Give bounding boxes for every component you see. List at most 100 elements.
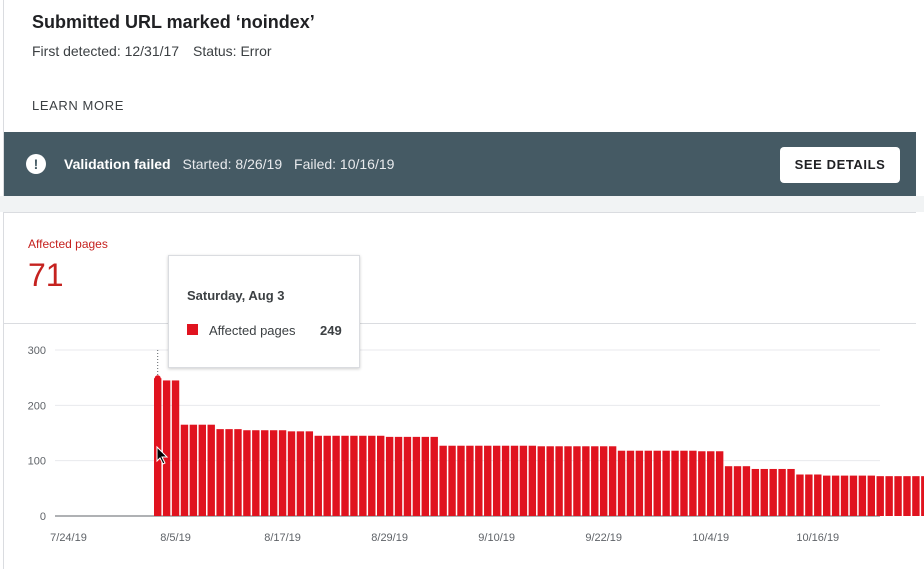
chart-bar[interactable] xyxy=(225,429,233,516)
first-detected-text: First detected: 12/31/17 xyxy=(32,43,180,59)
chart-bar[interactable] xyxy=(394,436,403,516)
chart-bar[interactable] xyxy=(573,446,581,516)
chart-bar[interactable] xyxy=(555,446,563,516)
chart-bar[interactable] xyxy=(403,436,412,516)
chart-bar[interactable] xyxy=(528,445,537,516)
chart-bar[interactable] xyxy=(635,450,644,516)
x-tick-label: 10/16/19 xyxy=(796,532,839,544)
chart-bar[interactable] xyxy=(189,424,198,516)
validation-banner: ! Validation failed Started: 8/26/19 Fai… xyxy=(4,132,916,196)
chart-bar[interactable] xyxy=(252,430,260,516)
chart-bar[interactable] xyxy=(466,445,474,516)
chart-bar[interactable] xyxy=(448,445,456,516)
chart-bar[interactable] xyxy=(510,445,519,516)
chart-bar[interactable] xyxy=(715,451,724,516)
chart-bar[interactable] xyxy=(600,446,608,516)
metric-label[interactable]: Affected pages xyxy=(28,237,108,251)
chart-bar[interactable] xyxy=(608,446,617,516)
chart-bar[interactable] xyxy=(796,474,804,517)
chart-bar[interactable] xyxy=(903,476,911,516)
chart-bar[interactable] xyxy=(921,476,924,516)
chart-bar[interactable] xyxy=(412,436,421,516)
chart-bar[interactable] xyxy=(769,468,777,516)
chart-bar[interactable] xyxy=(439,445,447,516)
see-details-button[interactable]: SEE DETAILS xyxy=(780,147,900,183)
chart-bar[interactable] xyxy=(377,435,385,516)
chart-bar[interactable] xyxy=(849,475,858,516)
tooltip-date: Saturday, Aug 3 xyxy=(187,288,285,303)
tooltip-series-label: Affected pages xyxy=(209,323,296,338)
chart-bar[interactable] xyxy=(198,424,206,516)
learn-more-link[interactable]: LEARN MORE xyxy=(32,98,124,113)
chart-bar[interactable] xyxy=(831,475,840,516)
chart-bar[interactable] xyxy=(626,450,635,516)
exclamation-circle-icon: ! xyxy=(26,154,46,174)
chart-bar[interactable] xyxy=(564,446,572,516)
chart-bar[interactable] xyxy=(368,435,376,516)
chart-bar[interactable] xyxy=(778,468,786,516)
y-tick-label: 100 xyxy=(28,456,46,468)
chart-bar[interactable] xyxy=(671,450,679,516)
chart-bar[interactable] xyxy=(787,468,795,516)
chart-bar[interactable] xyxy=(162,380,171,516)
chart-bar[interactable] xyxy=(876,476,884,516)
y-tick-label: 200 xyxy=(28,400,46,412)
chart-bar[interactable] xyxy=(707,451,715,516)
chart-bar[interactable] xyxy=(582,446,590,516)
chart-bar[interactable] xyxy=(867,475,875,516)
chart-bar[interactable] xyxy=(823,475,831,516)
chart-bar[interactable] xyxy=(814,474,822,517)
chart-bar[interactable] xyxy=(591,446,599,516)
chart-bar[interactable] xyxy=(207,424,215,516)
chart-bar[interactable] xyxy=(653,450,661,516)
chart-bar[interactable] xyxy=(457,445,465,516)
chart-bar[interactable] xyxy=(484,445,492,516)
chart-bar[interactable] xyxy=(805,474,813,517)
chart-bar[interactable] xyxy=(341,435,349,516)
chart-bar[interactable] xyxy=(689,450,697,516)
chart-bar[interactable] xyxy=(269,430,278,516)
chart-bar[interactable] xyxy=(680,450,688,516)
chart-bar[interactable] xyxy=(430,436,438,516)
chart-bar[interactable] xyxy=(751,468,760,516)
chart-bar[interactable] xyxy=(519,445,528,516)
chart-bar[interactable] xyxy=(261,430,269,516)
chart-bar[interactable] xyxy=(305,431,314,516)
chart-bar[interactable] xyxy=(760,468,768,516)
chart-bar[interactable] xyxy=(385,436,394,516)
chart-bar[interactable] xyxy=(885,476,893,516)
chart-bar[interactable] xyxy=(287,431,296,516)
chart-bar[interactable] xyxy=(323,435,331,516)
chart-bar[interactable] xyxy=(617,450,626,516)
chart-bar[interactable] xyxy=(698,451,706,516)
issue-header: Submitted URL marked ‘noindex’ First det… xyxy=(4,0,916,132)
chart-bar[interactable] xyxy=(733,466,742,516)
chart-bar[interactable] xyxy=(234,429,242,516)
chart-bar[interactable] xyxy=(912,476,920,516)
chart-bar[interactable] xyxy=(724,466,733,516)
chart-bar[interactable] xyxy=(840,475,849,516)
chart-bar[interactable] xyxy=(501,445,510,516)
chart-bar[interactable] xyxy=(894,476,902,516)
chart-bar[interactable] xyxy=(332,435,340,516)
chart-bar[interactable] xyxy=(314,435,322,516)
chart-bar[interactable] xyxy=(180,424,189,516)
validation-status: Validation failed Started: 8/26/19 Faile… xyxy=(64,156,402,172)
chart-bar[interactable] xyxy=(296,431,305,516)
chart-bar[interactable] xyxy=(662,450,670,516)
chart-bar[interactable] xyxy=(350,435,358,516)
chart-bar[interactable] xyxy=(171,380,180,516)
chart-bar[interactable] xyxy=(546,446,554,516)
chart-bar[interactable] xyxy=(278,430,287,516)
chart-bar[interactable] xyxy=(492,445,501,516)
chart-bar[interactable] xyxy=(421,436,429,516)
chart-bar[interactable] xyxy=(537,446,545,516)
chart-bar[interactable] xyxy=(644,450,652,516)
chart-bar[interactable] xyxy=(858,475,867,516)
chart-bar[interactable] xyxy=(742,466,751,516)
chart-bar[interactable] xyxy=(475,445,483,516)
chart-bar[interactable] xyxy=(359,435,367,516)
chart-bar[interactable] xyxy=(216,429,224,516)
chart-bar[interactable] xyxy=(243,430,251,516)
